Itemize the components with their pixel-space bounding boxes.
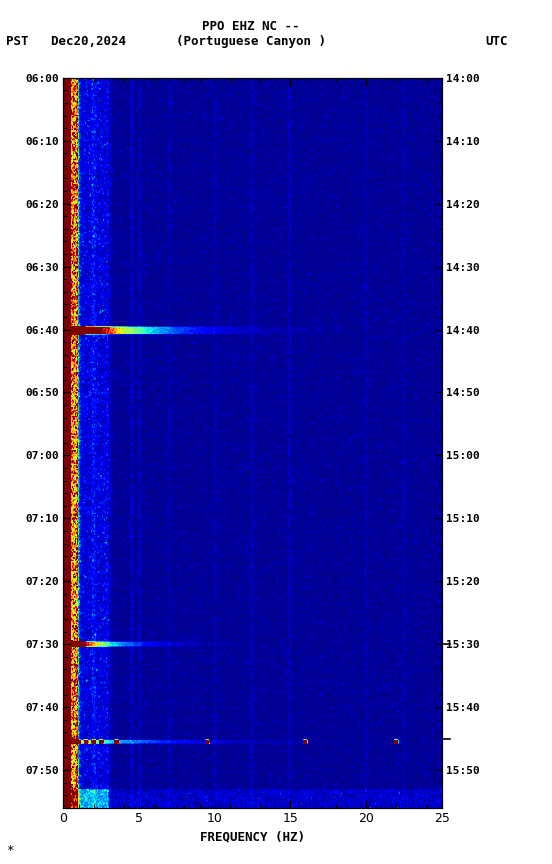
Text: UTC: UTC [486, 35, 508, 48]
Text: PST   Dec20,2024: PST Dec20,2024 [6, 35, 125, 48]
Text: (Portuguese Canyon ): (Portuguese Canyon ) [176, 35, 326, 48]
X-axis label: FREQUENCY (HZ): FREQUENCY (HZ) [200, 830, 305, 843]
Text: PPO EHZ NC --: PPO EHZ NC -- [203, 20, 300, 33]
Text: *: * [6, 844, 13, 857]
